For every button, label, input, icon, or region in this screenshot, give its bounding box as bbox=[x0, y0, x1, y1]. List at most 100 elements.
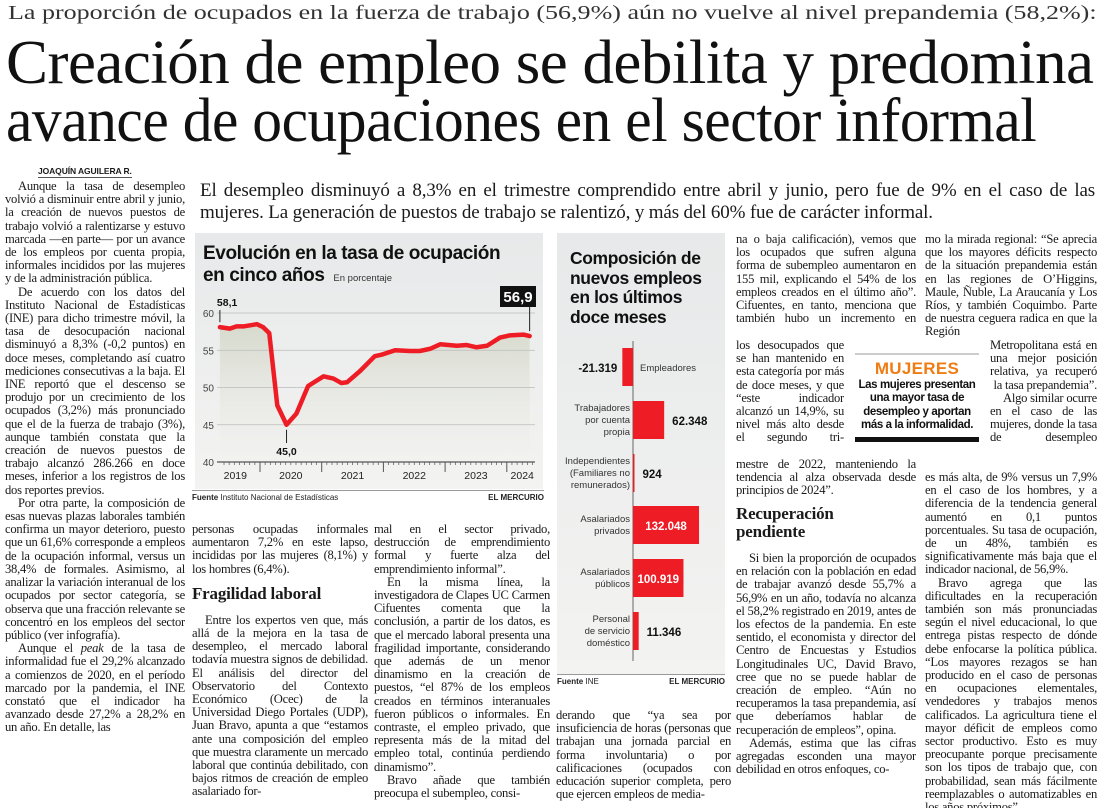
source: Fuente Instituto Nacional de Estadística… bbox=[192, 493, 338, 502]
chart-title-line: Composición de bbox=[570, 248, 701, 268]
category-label: Asalariados bbox=[580, 514, 630, 525]
kicker: La proporción de ocupados en la fuerza d… bbox=[8, 3, 1097, 24]
section-heading: Fragilidad laboral bbox=[192, 583, 322, 603]
new-jobs-bar-chart: Composición de nuevos empleos en los últ… bbox=[557, 233, 725, 674]
chart-title-line: en cinco años En porcentaje bbox=[203, 265, 500, 290]
callout-text: Las mujeres presentan una mayor tasa de … bbox=[858, 379, 976, 432]
source: Fuente INE bbox=[557, 677, 599, 686]
article-column-1: Aunque la tasa de desempleo volvió a dis… bbox=[5, 180, 185, 808]
paragraph: personas ocupadas informales aumentaron … bbox=[192, 523, 368, 576]
paragraph: mal en el sector privado, destrucción de… bbox=[374, 523, 550, 576]
article-column-3: mal en el sector privado, destrucción de… bbox=[374, 523, 550, 808]
category-label: privados bbox=[594, 526, 630, 537]
chart-title: Evolución en la tasa de ocupación en cin… bbox=[203, 243, 501, 290]
credit: EL MERCURIO bbox=[669, 677, 725, 686]
paragraph: Metropolitana está en una mejor posición… bbox=[990, 339, 1097, 392]
start-value-label: 58,1 bbox=[217, 297, 238, 309]
paragraph: Si bien la proporción de ocupados en rel… bbox=[736, 551, 916, 737]
callout-tag: MUJERES bbox=[874, 359, 960, 378]
article-column-3b: derando que “ya sea por insuficiencia de… bbox=[556, 709, 731, 808]
y-tick-label: 40 bbox=[203, 458, 215, 469]
italic-term: peak bbox=[80, 641, 104, 656]
article-column-5-bottom: es más alta, de 9% versus un 7,9% en el … bbox=[925, 471, 1097, 808]
category-label: remunerados) bbox=[571, 480, 630, 491]
paragraph: mo la mirada regional: “Se aprecia que l… bbox=[925, 233, 1097, 339]
article-column-4-mid: mestre de 2022, manteniendo la tendencia… bbox=[736, 458, 916, 498]
section-heading: Recuperación pendiente bbox=[736, 505, 834, 541]
paragraph: De acuerdo con los datos del Instituto N… bbox=[5, 284, 185, 497]
occupancy-rate-line-chart: Evolución en la tasa de ocupación en cin… bbox=[195, 233, 543, 489]
occupancy-line bbox=[217, 321, 532, 427]
category-label: (Familiares no bbox=[570, 468, 630, 479]
article-column-5-top: mo la mirada regional: “Se aprecia que l… bbox=[925, 233, 1097, 339]
bar bbox=[633, 506, 700, 544]
value-label: 924 bbox=[643, 469, 663, 481]
chart-title-line: nuevos empleos bbox=[570, 267, 702, 288]
paragraph: Bravo agrega que las dificultades en la … bbox=[925, 575, 1097, 808]
x-tick-label: 2022 bbox=[403, 470, 427, 482]
y-tick-label: 50 bbox=[203, 384, 215, 395]
headline-line-1: Creación de empleo se debilita y predomi… bbox=[6, 29, 1094, 97]
bar bbox=[633, 559, 684, 597]
paragraph: Algo similar ocurre en el caso de las mu… bbox=[990, 390, 1097, 445]
paragraph: na o baja calificación), vemos que los o… bbox=[736, 233, 916, 326]
paragraph: Entre los expertos ven que, más allá de … bbox=[192, 612, 368, 799]
paragraph: es más alta, de 9% versus un 7,9% en el … bbox=[925, 471, 1097, 577]
credit: EL MERCURIO bbox=[488, 493, 544, 502]
bar bbox=[622, 348, 633, 386]
article-column-2: personas ocupadas informales aumentaron … bbox=[192, 523, 368, 808]
paragraph: En la misma línea, la investigadora de C… bbox=[374, 574, 550, 774]
value-label: 132.048 bbox=[645, 521, 687, 533]
y-tick-label: 45 bbox=[203, 421, 215, 432]
deck: El desempleo disminuyó a 8,3% en el trim… bbox=[200, 180, 1095, 223]
value-label: 100.919 bbox=[637, 574, 679, 586]
line-chart-plot: 60 55 50 45 40 2019 2020 2021 2022 2023 2024 58,1 45… bbox=[203, 286, 536, 482]
chart-title-line: en los últimos bbox=[570, 287, 683, 307]
source-label: Fuente bbox=[557, 677, 584, 686]
last-value-label: 56,9 bbox=[503, 289, 532, 306]
paragraph: los desocupados que se han mantenido en … bbox=[736, 339, 844, 445]
category-label: Trabajadores bbox=[574, 403, 630, 414]
x-tick-label: 2020 bbox=[279, 470, 303, 482]
headline-line-2: avance de ocupaciones en el sector infor… bbox=[6, 87, 1037, 155]
y-tick-label: 60 bbox=[203, 309, 215, 320]
paragraph: Aunque la tasa de desempleo volvió a dis… bbox=[5, 180, 185, 286]
category-label: propia bbox=[604, 427, 631, 438]
bar bbox=[633, 612, 639, 650]
x-tick-label: 2023 bbox=[464, 470, 488, 482]
bar bbox=[633, 401, 665, 439]
category-label: de servicio bbox=[585, 626, 630, 637]
x-tick-label: 2021 bbox=[341, 470, 365, 482]
area-fill bbox=[219, 324, 530, 462]
chart-footer: Fuente INE EL MERCURIO bbox=[557, 674, 725, 686]
category-label: por cuenta bbox=[585, 415, 631, 426]
last-value-box bbox=[500, 286, 536, 307]
category-label: doméstico bbox=[587, 638, 630, 649]
chart-footer: Fuente Instituto Nacional de Estadística… bbox=[192, 490, 544, 502]
category-label: Independientes bbox=[565, 456, 630, 467]
paragraph: Además, estima que las cifras agregadas … bbox=[736, 735, 916, 777]
bar bbox=[633, 454, 635, 492]
category-label: Personal bbox=[593, 614, 631, 625]
article-column-5-narrow: Metropolitana está en una mejor posición… bbox=[990, 339, 1097, 471]
paragraph: Bravo añade que también preocupa el sube… bbox=[374, 772, 550, 801]
category-label: públicos bbox=[595, 579, 630, 590]
paragraph: Aunque el peak de la tasa de informalida… bbox=[5, 641, 185, 734]
category-label: Empleadores bbox=[640, 363, 696, 374]
source-name: Instituto Nacional de Estadísticas bbox=[220, 493, 339, 502]
source-name: INE bbox=[585, 677, 599, 686]
min-value-label: 45,0 bbox=[276, 446, 297, 458]
chart-title-line: Evolución en la tasa de ocupación bbox=[203, 243, 501, 264]
value-label: 11.346 bbox=[647, 627, 682, 639]
chart-title: Composición de nuevos empleos en los últ… bbox=[570, 248, 702, 327]
article-column-4-narrow: los desocupados que se han mantenido en … bbox=[736, 339, 844, 458]
x-tick-label: 2024 bbox=[511, 470, 535, 482]
x-tick-label: 2019 bbox=[224, 470, 248, 482]
y-tick-label: 55 bbox=[203, 346, 215, 357]
article-column-4-bottom: Recuperación pendiente Si bien la propor… bbox=[736, 505, 916, 808]
chart-title-line: doce meses bbox=[570, 306, 667, 327]
callout-rule bbox=[855, 437, 979, 442]
chart-subtitle: En porcentaje bbox=[333, 273, 393, 284]
category-label: Asalariados bbox=[580, 567, 630, 578]
